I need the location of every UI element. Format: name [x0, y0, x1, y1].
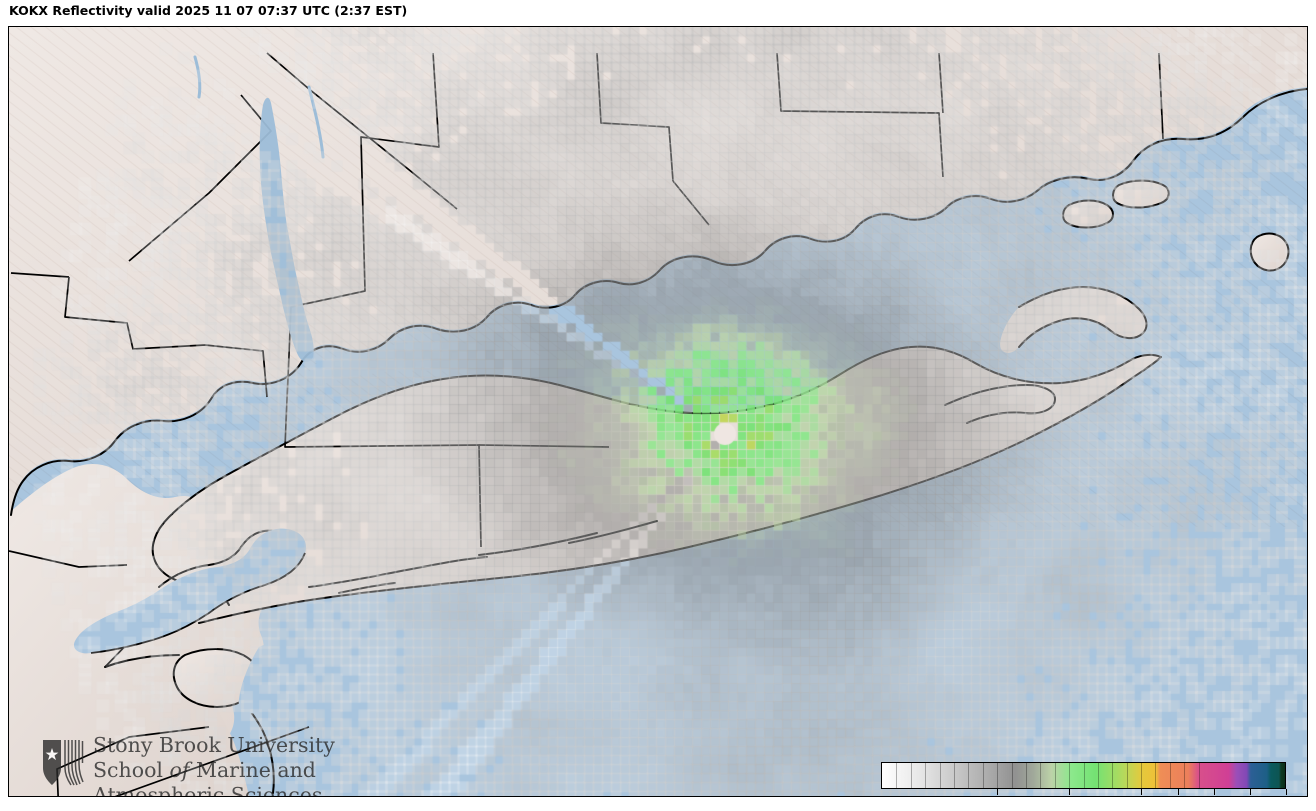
colorbar-tick: [1177, 789, 1179, 795]
logo-line-2-em: of: [169, 758, 190, 782]
colorbar-ticks: 0 20 40 50 60 70 80: [881, 789, 1295, 796]
stony-brook-logo: Stony Brook University School of Marine …: [41, 733, 335, 797]
basemap: [9, 27, 1307, 796]
colorbar-tick-label: 50: [1169, 795, 1186, 796]
colorbar-tick-label: 70: [1241, 795, 1258, 796]
colorbar-tick: [1141, 789, 1143, 795]
colorbar-tick: [1249, 789, 1251, 795]
colorbar-tick-label: 60: [1205, 795, 1222, 796]
colorbar-tick-label: 80: [1277, 795, 1294, 796]
map-frame: Stony Brook University School of Marine …: [8, 26, 1308, 797]
logo-wordmark: Stony Brook University School of Marine …: [93, 733, 335, 797]
logo-line-2-a: School: [93, 758, 170, 782]
shield-icon: [43, 740, 84, 786]
colorbar-gradient: [882, 763, 1285, 788]
colorbar-tick-label: 40: [1133, 795, 1150, 796]
logo-line-1: Stony Brook University: [93, 733, 335, 757]
colorbar-tick-label: 20: [1060, 795, 1077, 796]
colorbar-tick: [1069, 789, 1071, 795]
colorbar-tick-label: 0: [992, 795, 1001, 796]
colorbar-gradient-box: [881, 762, 1286, 789]
logo-line-2: School of Marine and: [93, 758, 335, 783]
colorbar-tick: [1286, 789, 1287, 795]
colorbar-tick: [1213, 789, 1215, 795]
logo-line-2-b: Marine and: [189, 758, 316, 782]
logo-line-3: Atmospheric Sciences: [93, 783, 323, 797]
page-title: KOKX Reflectivity valid 2025 11 07 07:37…: [9, 3, 408, 18]
colorbar-tick: [996, 789, 998, 795]
colorbar-band-separators: [882, 763, 1285, 788]
colorbar: 0 20 40 50 60 70 80: [881, 762, 1295, 796]
